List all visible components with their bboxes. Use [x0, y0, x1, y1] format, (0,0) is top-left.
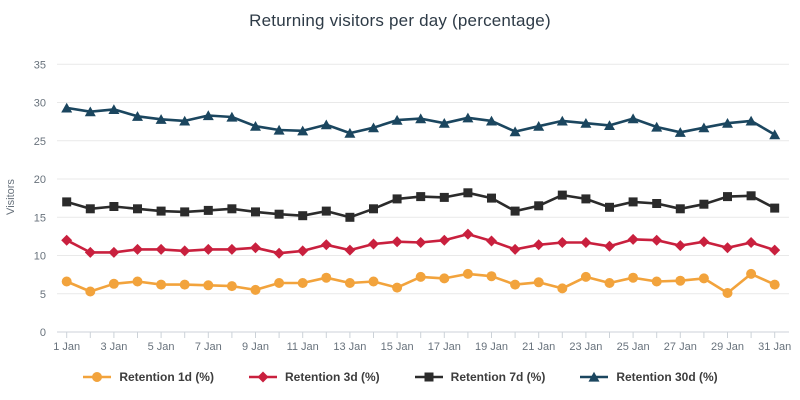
- y-tick-label: 10: [34, 251, 46, 263]
- x-tick-label: 19 Jan: [475, 341, 508, 353]
- y-axis-title: Visitors: [5, 179, 17, 215]
- chart-title: Returning visitors per day (percentage): [249, 11, 551, 30]
- y-tick-label: 35: [34, 59, 46, 71]
- y-tick-label: 30: [34, 98, 46, 110]
- x-tick-label: 3 Jan: [100, 341, 127, 353]
- legend-label: Retention 30d (%): [616, 370, 718, 384]
- x-tick-label: 31 Jan: [758, 341, 791, 353]
- x-tick-label: 29 Jan: [711, 341, 744, 353]
- series-retention-30d: [61, 102, 781, 140]
- retention-7d-marker-icon: [414, 372, 443, 382]
- x-tick-label: 1 Jan: [53, 341, 80, 353]
- x-tick-label: 9 Jan: [242, 341, 269, 353]
- x-tick-label: 7 Jan: [195, 341, 222, 353]
- retention-30d-marker-icon: [580, 371, 609, 382]
- legend-item-retention-3d[interactable]: Retention 3d (%): [248, 370, 380, 384]
- legend-item-retention-1d[interactable]: Retention 1d (%): [82, 370, 214, 384]
- series-retention-7d: [62, 188, 780, 222]
- y-tick-label: 0: [40, 327, 46, 339]
- retention-1d-marker-icon: [83, 372, 112, 382]
- series-retention-1d: [61, 268, 780, 298]
- x-axis: 1 Jan 3 Jan 5 Jan 7 Jan 9 Jan 11 Jan 13 Jan 15 …: [53, 332, 791, 353]
- y-tick-label: 15: [34, 212, 46, 224]
- x-tick-label: 17 Jan: [428, 341, 461, 353]
- legend-label: Retention 1d (%): [119, 370, 214, 384]
- y-tick-label: 5: [40, 289, 46, 301]
- legend-item-retention-30d[interactable]: Retention 30d (%): [579, 370, 718, 384]
- legend-label: Retention 7d (%): [450, 370, 546, 384]
- x-tick-label: 23 Jan: [569, 341, 602, 353]
- x-tick-label: 5 Jan: [148, 341, 175, 353]
- retention-3d-marker-icon: [248, 371, 277, 383]
- grid-lines: 0 5 10 15 20 25 30 35: [34, 59, 789, 339]
- x-tick-label: 25 Jan: [617, 341, 650, 353]
- x-tick-label: 13 Jan: [333, 341, 366, 353]
- x-tick-label: 21 Jan: [522, 341, 555, 353]
- chart-legend: Retention 1d (%) Retention 3d (%) Retentio…: [0, 370, 800, 384]
- y-tick-label: 20: [34, 174, 46, 186]
- legend-item-retention-7d[interactable]: Retention 7d (%): [414, 370, 546, 384]
- x-tick-label: 15 Jan: [381, 341, 414, 353]
- series-retention-3d: [61, 228, 781, 259]
- x-tick-label: 11 Jan: [287, 341, 319, 353]
- x-tick-label: 27 Jan: [664, 341, 697, 353]
- legend-label: Retention 3d (%): [284, 370, 380, 384]
- y-tick-label: 25: [34, 136, 46, 148]
